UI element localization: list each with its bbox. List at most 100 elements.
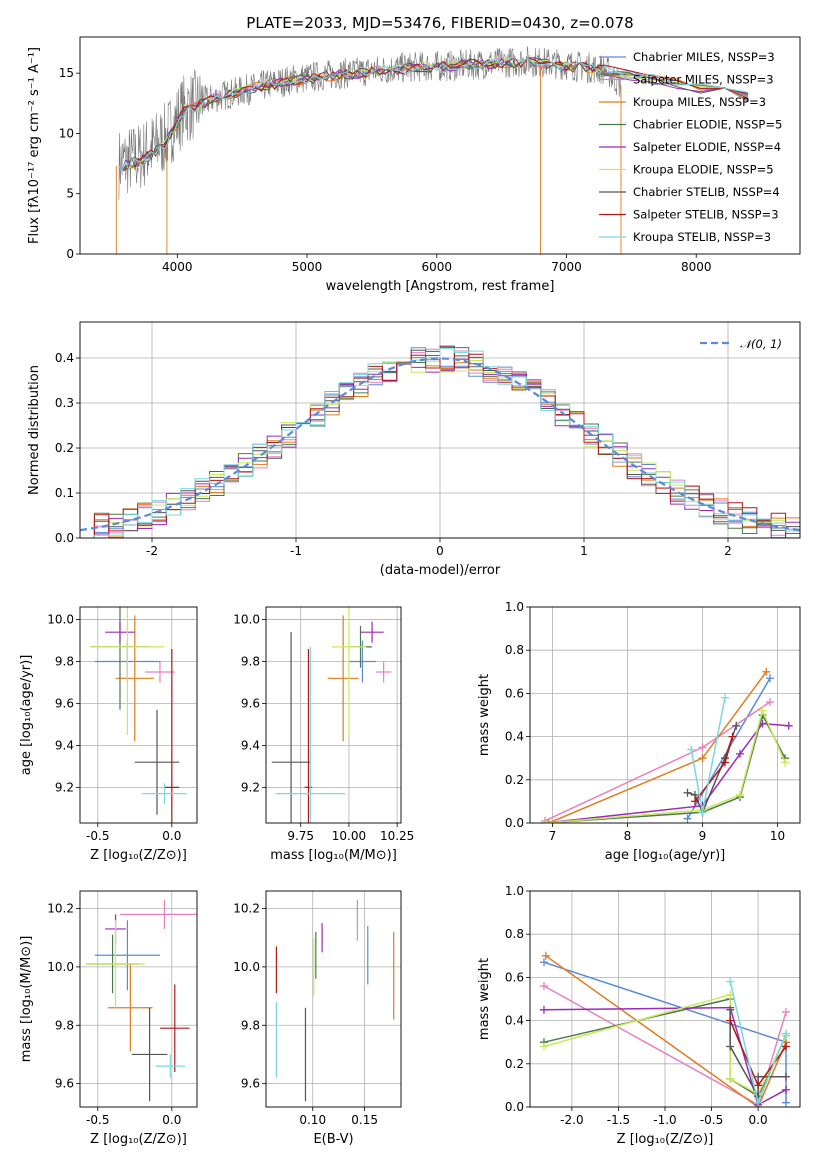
axes-frame [265, 606, 402, 824]
x-tick-label: 0.15 [351, 1113, 378, 1127]
age_vs_mass-plot-area [271, 607, 392, 823]
y-tick-label: 0.4 [55, 351, 74, 365]
y-tick-label: 0.6 [505, 686, 524, 700]
y-tick-label: 9.8 [241, 655, 260, 669]
model-spectrum-chabrier_stelib [118, 57, 749, 172]
x-tick-label: 10.00 [332, 829, 366, 843]
weight-marker-kroupa_stelib [687, 745, 696, 754]
x-axis-label: wavelength [Angstrom, rest frame] [326, 279, 555, 294]
weight-marker-salpeter_stelib [691, 797, 699, 806]
weight-marker-salpeter_elodie [758, 719, 767, 728]
legend-entry: Salpeter ELODIE, NSSP=4 [633, 140, 781, 154]
weight-marker-chabrier_miles [782, 1098, 791, 1107]
y-tick-label: 10.0 [47, 960, 74, 974]
y-axis-label: mass weight [477, 958, 492, 1040]
weight-marker-kroupa_elodie [758, 706, 767, 715]
histogram-kroupa_stelib [80, 347, 800, 538]
weight-marker-chabrier_stelib [754, 1072, 763, 1081]
x-tick-label: 1 [580, 544, 588, 558]
y-tick-label: 10.2 [47, 902, 74, 916]
model-spectrum-salpeter_stelib [118, 56, 749, 172]
mass_vs_Z-axes: -0.5 0.0 9.6 9.8 10.0 10.2 Z [log₁₀(Z/Z⊙)] mass… [19, 890, 198, 1147]
x-tick-label: 0.0 [749, 1113, 768, 1127]
weight-marker-chabrier_stelib [732, 721, 741, 730]
x-tick-label: -1.0 [653, 1113, 676, 1127]
weight-line-salpeter_miles [544, 701, 771, 822]
weight-marker-kroupa_elodie [539, 1042, 548, 1051]
legend-entry: Kroupa ELODIE, NSSP=5 [633, 163, 774, 177]
age_vs_Z-axes: -0.5 0.0 9.2 9.4 9.6 9.8 10.0 Z [log₁₀(Z/Z⊙)] ag… [19, 606, 198, 863]
weight_vs_Z-axes: -2.0 -1.5 -1.0 -0.5 0.0 0.0 0.2 0.4 0.6 0.8 1.0 Z [… [477, 884, 801, 1147]
y-tick-label: 0.8 [505, 643, 524, 657]
weight-marker-salpeter_stelib [754, 1081, 763, 1090]
axes-frame [265, 890, 402, 1108]
y-tick-label: 9.4 [241, 738, 260, 752]
weight-marker-chabrier_stelib [726, 1005, 735, 1014]
weight-marker-kroupa_miles [544, 819, 553, 823]
x-axis-label: Z [log₁₀(Z/Z⊙)] [617, 1132, 714, 1147]
y-axis-label: Flux [fλ10⁻¹⁷ erg cm⁻² s⁻¹ A⁻¹] [27, 47, 42, 244]
x-axis-label: Z [log₁₀(Z/Z⊙)] [90, 1132, 187, 1147]
weight-marker-chabrier_miles [766, 674, 774, 683]
y-tick-label: 0.2 [505, 1057, 524, 1071]
x-tick-label: 10 [770, 829, 785, 843]
y-tick-label: 9.8 [55, 1018, 74, 1032]
x-tick-label: -2 [146, 544, 158, 558]
x-tick-label: 2 [724, 544, 732, 558]
y-axis-label: mass weight [477, 674, 492, 756]
weight-marker-kroupa_miles [541, 951, 550, 960]
weight-marker-kroupa_miles [762, 667, 771, 676]
gaussian-curve [80, 357, 800, 532]
histogram-kroupa_elodie [80, 360, 800, 538]
weight_vs_age-axes: 7 8 9 10 0.0 0.2 0.4 0.6 0.8 1.0 age [log₁₀(age/yr… [477, 600, 801, 863]
y-tick-label: 0.1 [55, 486, 74, 500]
weight-marker-kroupa_elodie [726, 1074, 735, 1083]
weight-line-chabrier_elodie [544, 712, 786, 823]
y-axis-label: mass [log₁₀(M/M⊙)] [19, 936, 34, 1063]
chart-title: PLATE=2033, MJD=53476, FIBERID=0430, z=0… [246, 14, 633, 32]
weight-line-kroupa_miles [545, 955, 787, 1107]
age_vs_mass-axes: 9.75 10.00 10.25 9.2 9.4 9.6 9.8 10.0 mass [log₁… [233, 606, 414, 863]
y-tick-label: 0.2 [55, 441, 74, 455]
weight-marker-salpeter_stelib [728, 732, 737, 741]
y-tick-label: 0.4 [505, 730, 524, 744]
weight-marker-chabrier_stelib [782, 1072, 791, 1081]
weight-marker-kroupa_stelib [698, 808, 707, 817]
x-tick-label: 0 [436, 544, 444, 558]
weight-marker-chabrier_miles [683, 814, 692, 823]
y-tick-label: 0.0 [505, 816, 524, 830]
y-tick-label: 9.6 [241, 696, 260, 710]
x-tick-label: 9.75 [287, 829, 314, 843]
weight-marker-salpeter_elodie [539, 1005, 548, 1014]
y-tick-label: 9.8 [241, 1018, 260, 1032]
residuals-plot-area [80, 345, 800, 538]
y-tick-label: 9.2 [241, 780, 260, 794]
weight-marker-salpeter_elodie [782, 1085, 791, 1094]
mass_vs_ebv-plot-area [275, 899, 395, 1102]
x-axis-label: E(B-V) [313, 1132, 353, 1147]
y-tick-label: 15 [59, 66, 74, 80]
y-tick-label: 10.0 [233, 613, 260, 627]
weight-marker-salpeter_stelib [782, 1042, 791, 1051]
y-tick-label: 10.2 [233, 902, 260, 916]
x-tick-label: 9 [699, 829, 707, 843]
y-tick-label: 9.6 [241, 1077, 260, 1091]
x-tick-label: 0.0 [162, 829, 181, 843]
weight-marker-chabrier_stelib [683, 788, 692, 797]
x-axis-label: Z [log₁₀(Z/Z⊙)] [90, 848, 187, 863]
model-spectrum-kroupa_miles [118, 57, 749, 172]
axes-frame [79, 890, 198, 1108]
legend-entry: Chabrier ELODIE, NSSP=5 [633, 118, 782, 132]
y-tick-label: 9.2 [55, 780, 74, 794]
weight-marker-kroupa_stelib [721, 693, 729, 702]
x-tick-label: 0.10 [299, 1113, 326, 1127]
spectrum-axes: 4000 5000 6000 7000 8000 0 5 10 15 wavelength [An… [27, 36, 801, 294]
y-axis-label: age [log₁₀(age/yr)] [19, 655, 34, 776]
weight-marker-kroupa_miles [698, 754, 707, 763]
weight-marker-kroupa_stelib [726, 977, 735, 986]
weight-marker-chabrier_stelib [726, 1042, 735, 1051]
x-tick-label: 10.25 [380, 829, 414, 843]
x-tick-label: 6000 [421, 260, 452, 274]
x-tick-label: 4000 [162, 260, 193, 274]
